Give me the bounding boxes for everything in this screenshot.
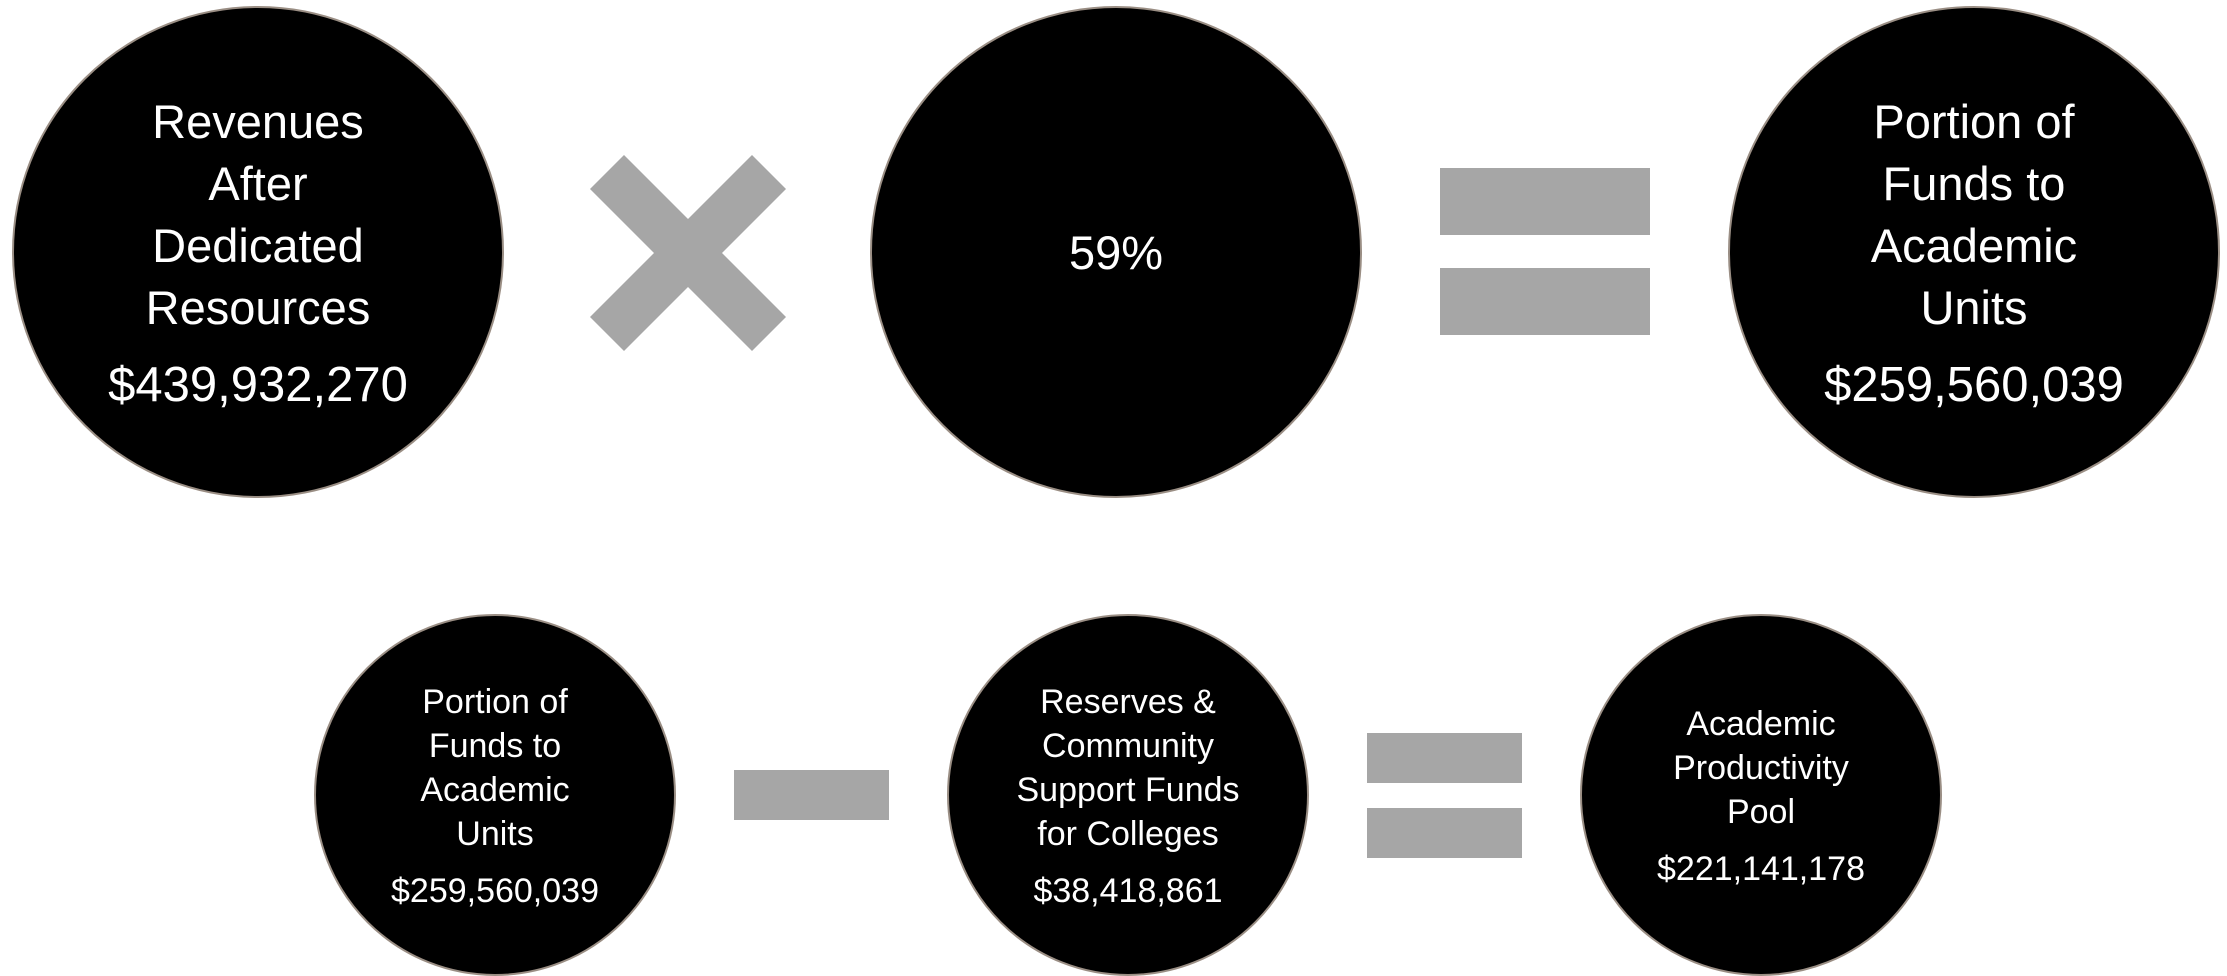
- equals-bar-top: [1440, 168, 1650, 235]
- equals-bar-bottom-bottom: [1367, 808, 1522, 858]
- equals-bar-bottom: [1440, 268, 1650, 335]
- portion-circle-top: Portion of Funds to Academic Units $259,…: [1728, 6, 2220, 498]
- equals-bar-top-bottom: [1367, 733, 1522, 783]
- revenues-amount: $439,932,270: [108, 358, 408, 412]
- percent-value: 59%: [1068, 225, 1164, 279]
- pool-circle: Academic Productivity Pool $221,141,178: [1580, 614, 1942, 976]
- revenues-label: Revenues After Dedicated Resources: [145, 95, 371, 334]
- reserves-label: Reserves & Community Support Funds for C…: [1016, 682, 1240, 853]
- reserves-circle: Reserves & Community Support Funds for C…: [947, 614, 1309, 976]
- multiply-icon: [590, 155, 786, 351]
- percent-circle: 59%: [870, 6, 1362, 498]
- pool-label: Academic Productivity Pool: [1673, 704, 1849, 831]
- portion-amount-bottom: $259,560,039: [391, 871, 599, 910]
- minus-icon: [734, 770, 889, 820]
- portion-label-top: Portion of Funds to Academic Units: [1870, 95, 2078, 334]
- portion-circle-bottom: Portion of Funds to Academic Units $259,…: [314, 614, 676, 976]
- portion-label-bottom: Portion of Funds to Academic Units: [420, 682, 570, 853]
- reserves-amount: $38,418,861: [1033, 871, 1223, 910]
- pool-amount: $221,141,178: [1657, 849, 1865, 888]
- revenues-circle: Revenues After Dedicated Resources $439,…: [12, 6, 504, 498]
- portion-amount-top: $259,560,039: [1824, 358, 2124, 412]
